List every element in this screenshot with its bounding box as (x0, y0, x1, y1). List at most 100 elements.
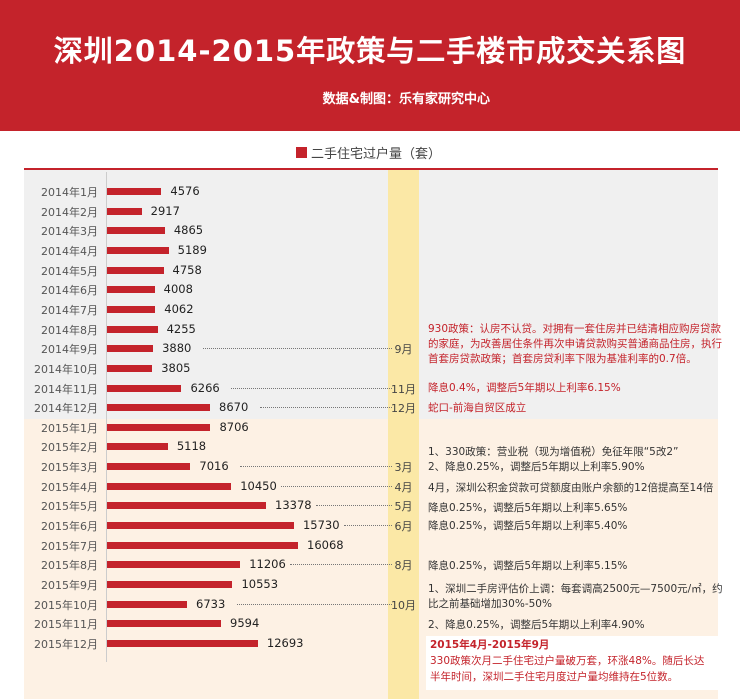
category-label: 2015年2月 (41, 441, 98, 455)
data-label: 8670 (219, 400, 249, 415)
bar (107, 345, 154, 353)
note-rate-cut: 2、降息0.25%，调整后5年期以上利率5.90% (428, 461, 645, 473)
category-label: 2014年11月 (34, 382, 98, 396)
category-label: 2015年6月 (41, 520, 98, 534)
bar (107, 502, 267, 510)
note-ftz: 蛇口-前海自贸区成立 (428, 402, 527, 414)
bar (107, 581, 233, 588)
month-marker: 6月 (394, 520, 413, 534)
category-label: 2014年10月 (34, 362, 98, 376)
data-label: 4255 (166, 321, 196, 336)
category-label: 2014年3月 (41, 225, 98, 239)
data-label: 10553 (241, 577, 279, 591)
category-label: 2015年4月 (41, 480, 98, 494)
category-label: 2015年1月 (41, 421, 98, 435)
month-marker: 9月 (394, 343, 413, 357)
divider (24, 168, 718, 170)
legend-label: 二手住宅过户量（套） (311, 147, 442, 162)
bar (107, 227, 165, 235)
data-label: 8706 (219, 419, 249, 434)
data-label: 4062 (164, 301, 194, 316)
data-label: 4008 (163, 282, 193, 297)
data-label: 5189 (177, 242, 207, 257)
bar (107, 286, 155, 294)
bar (107, 305, 156, 313)
bar (107, 246, 169, 254)
note-appraisal: 1、深圳二手房评估价上调：每套调高2500元—7500元/㎡，约比之前基础增加3… (428, 583, 723, 610)
bar (107, 482, 232, 490)
legend-swatch (296, 147, 307, 158)
leader-line (281, 485, 392, 487)
note-rate-cut: 降息0.25%，调整后5年期以上利率5.15% (428, 560, 628, 572)
highlight-box: 2015年4月-2015年9月 330政策次月二手住宅过户量破万套，环涨48%。… (426, 636, 718, 690)
month-marker: 10月 (391, 598, 416, 612)
data-label: 12693 (266, 635, 304, 650)
month-marker: 8月 (394, 559, 413, 573)
y-axis-line (106, 172, 107, 662)
category-label: 2014年6月 (41, 284, 98, 298)
data-label: 11206 (249, 557, 286, 572)
data-label: 10450 (240, 478, 277, 493)
data-label: 4758 (172, 262, 202, 277)
month-marker: 5月 (394, 500, 413, 514)
data-label: 15730 (302, 518, 340, 533)
bar (107, 443, 168, 451)
data-label: 5118 (176, 439, 207, 454)
category-label: 2015年3月 (41, 461, 98, 475)
category-label: 2015年11月 (34, 618, 98, 632)
month-marker: 12月 (391, 402, 416, 416)
note-rate-cut: 降息0.25%，调整后5年期以上利率5.65% (428, 502, 628, 514)
note-330-policy: 1、330政策：营业税（现为增值税）免征年限“5改2” (428, 446, 679, 458)
category-label: 2015年9月 (41, 579, 98, 592)
data-label: 3880 (162, 341, 192, 356)
category-label: 2015年12月 (34, 637, 98, 651)
note-rate-cut: 2、降息0.25%，调整后5年期以上利率4.90% (428, 619, 645, 631)
category-label: 2014年1月 (41, 186, 98, 199)
leader-line (316, 505, 392, 507)
category-label: 2014年2月 (41, 205, 98, 219)
bar (107, 561, 241, 569)
bar (107, 522, 294, 530)
leader-line (260, 407, 392, 409)
page-title: 深圳2014-2015年政策与二手楼市成交关系图 (53, 34, 687, 68)
bar (107, 541, 298, 549)
leader-line (240, 466, 392, 468)
data-label: 13378 (275, 498, 312, 513)
category-label: 2015年7月 (41, 539, 98, 553)
category-label: 2014年12月 (34, 402, 98, 416)
bar (107, 463, 191, 471)
category-label: 2015年10月 (34, 598, 98, 612)
leader-line (343, 525, 392, 527)
bar (107, 207, 142, 215)
bar (107, 325, 158, 333)
leader-line (237, 603, 392, 605)
data-label: 2917 (150, 203, 180, 218)
data-label: 4576 (170, 184, 200, 198)
bar (107, 384, 182, 392)
bar (107, 404, 211, 412)
bar (107, 639, 258, 647)
data-label: 6266 (190, 380, 220, 395)
data-label: 9594 (230, 616, 260, 631)
bar (107, 620, 222, 628)
leader-line (203, 348, 392, 350)
highlight-title: 2015年4月-2015年9月 (430, 639, 550, 651)
leader-line (231, 387, 392, 389)
category-label: 2015年8月 (41, 559, 98, 573)
note-rate-cut: 降息0.4%，调整后5年期以上利率6.15% (428, 382, 621, 394)
leader-line (290, 564, 392, 566)
data-label: 16068 (307, 537, 344, 552)
data-label: 3805 (161, 360, 191, 375)
bar (107, 364, 153, 372)
month-marker-column (388, 170, 419, 699)
month-marker: 3月 (394, 461, 413, 475)
page-subtitle: 数据&制图：乐有家研究中心 (322, 92, 490, 107)
category-label: 2014年7月 (41, 303, 98, 317)
category-label: 2014年4月 (41, 244, 98, 258)
bar (107, 188, 162, 195)
category-label: 2014年5月 (41, 264, 98, 278)
data-label: 4865 (173, 223, 204, 238)
data-label: 7016 (199, 459, 229, 474)
bar (107, 423, 211, 431)
note-rate-cut: 降息0.25%，调整后5年期以上利率5.40% (428, 520, 628, 532)
